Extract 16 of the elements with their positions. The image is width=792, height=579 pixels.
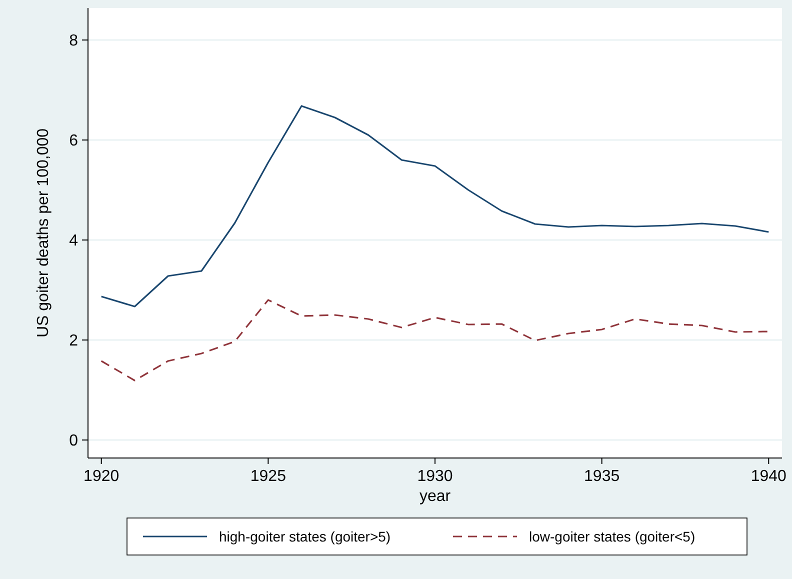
x-tick-label: 1940 <box>750 468 787 485</box>
line-series <box>100 299 770 382</box>
y-tick-label: 0 <box>69 432 78 450</box>
x-tick-label: 1925 <box>250 468 286 485</box>
x-tick-label: 1920 <box>84 468 120 485</box>
x-tick-label: 1930 <box>417 468 453 485</box>
y-tick-label: 2 <box>69 332 78 350</box>
legend-label: low-goiter states (goiter<5) <box>529 528 696 544</box>
y-tick-label: 6 <box>69 132 78 150</box>
line-series <box>100 105 770 308</box>
x-tick-label: 1935 <box>584 468 620 485</box>
x-axis-title: year <box>419 488 452 505</box>
legend-label: high-goiter states (goiter>5) <box>219 528 391 544</box>
y-tick-label: 4 <box>69 232 78 250</box>
y-axis-title: US goiter deaths per 100,000 <box>35 128 52 338</box>
y-tick-label: 8 <box>69 32 78 50</box>
